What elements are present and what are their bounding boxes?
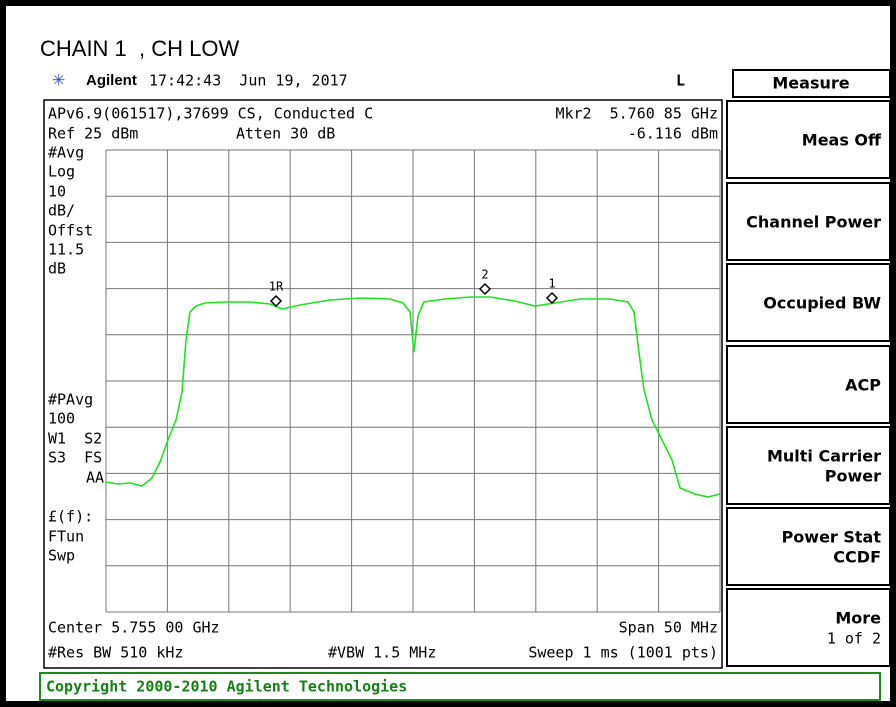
time: 17:42:43 Jun 19, 2017: [149, 72, 348, 90]
center-freq: Center 5.755 00 GHz: [48, 619, 220, 637]
side-label: #Avg: [48, 144, 84, 162]
softkey-label: More: [835, 609, 881, 628]
softkey-label: Multi Carrier: [767, 447, 881, 466]
marker-label: 1R: [269, 280, 284, 294]
softkey: [726, 426, 891, 505]
side-label: Offst: [48, 222, 93, 240]
marker: [545, 291, 559, 305]
marker-label: 2: [481, 268, 488, 282]
trace: [105, 296, 721, 498]
softkey-label: Occupied BW: [763, 294, 881, 313]
side-label: Log: [48, 163, 75, 181]
side-label: FTun: [48, 528, 84, 546]
softkey-label: Power: [825, 467, 881, 486]
softkey-label: Channel Power: [746, 213, 881, 232]
side-label: AA: [86, 469, 104, 487]
marker: [478, 282, 492, 296]
status-bar: [39, 672, 881, 701]
screen: [43, 99, 723, 669]
side-label: dB: [48, 260, 66, 278]
side-label: 10: [48, 183, 66, 201]
softkey-label: CCDF: [833, 548, 881, 567]
softkey: [726, 507, 891, 586]
softkey: [726, 588, 891, 667]
menu-title-box: [732, 69, 891, 98]
brand: Agilent: [86, 72, 137, 89]
marker-label: 1: [548, 277, 555, 291]
vbw: #VBW 1.5 MHz: [328, 644, 436, 662]
marker-level: -6.116 dBm: [628, 125, 718, 143]
softkey: [726, 182, 891, 261]
side-label: 100: [48, 410, 75, 428]
softkey-label: 1 of 2: [827, 630, 881, 648]
indicator: L: [676, 72, 685, 90]
rbw: #Res BW 510 kHz: [48, 644, 183, 662]
side-label: S3 FS: [48, 449, 102, 467]
softkey: [726, 100, 891, 179]
side-label: #PAvg: [48, 391, 93, 409]
side-label: 11.5: [48, 241, 84, 259]
graticule: [105, 149, 721, 613]
span: Span 50 MHz: [619, 619, 718, 637]
attenuation: Atten 30 dB: [236, 125, 335, 143]
side-label: W1 S2: [48, 430, 102, 448]
sweep: Sweep 1 ms (1001 pts): [528, 644, 718, 662]
side-label: Swp: [48, 547, 75, 565]
copyright: Copyright 2000-2010 Agilent Technologies: [46, 678, 407, 696]
side-label: £(f):: [48, 508, 93, 526]
softkey: [726, 345, 891, 424]
ref-level: Ref 25 dBm: [48, 125, 138, 143]
marker: [269, 294, 283, 308]
side-label: dB/: [48, 202, 75, 220]
logo-icon: ✳: [52, 71, 65, 90]
softkey-label: ACP: [845, 376, 881, 395]
marker-freq: Mkr2 5.760 85 GHz: [555, 105, 718, 123]
menu-title: Measure: [772, 74, 849, 93]
softkey: [726, 263, 891, 342]
softkey-label: Meas Off: [802, 131, 882, 150]
title: CHAIN 1 , CH LOW: [40, 36, 239, 61]
softkey-label: Power Stat: [782, 528, 882, 547]
info: APv6.9(061517),37699 CS, Conducted C: [48, 105, 373, 123]
